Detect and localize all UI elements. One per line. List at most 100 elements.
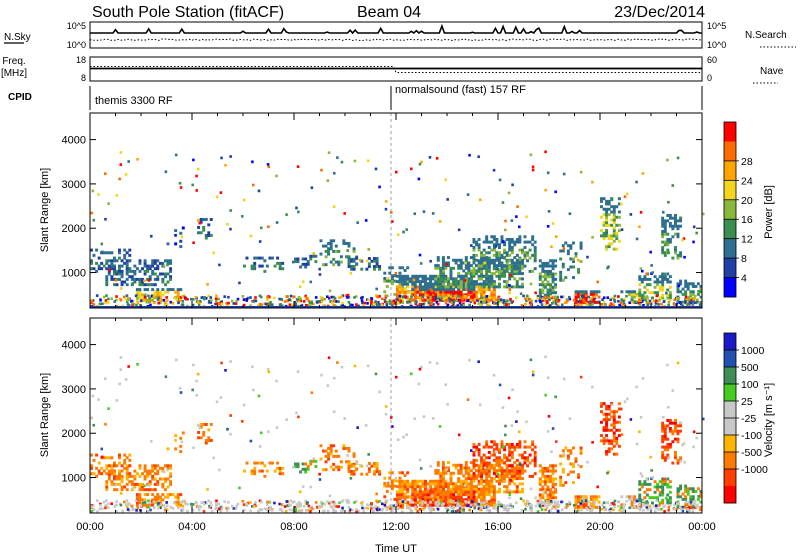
velocity-cell (318, 505, 321, 508)
power-cell (668, 224, 672, 228)
velocity-cell (681, 492, 685, 496)
velocity-cell (575, 510, 579, 513)
velocity-cell (418, 485, 422, 489)
power-cell (135, 290, 139, 294)
power-cell (447, 288, 450, 292)
power-cell (150, 234, 153, 238)
power-cell (113, 259, 116, 263)
velocity-cell (513, 472, 517, 476)
power-cell (480, 288, 484, 292)
power-cell (306, 260, 310, 264)
velocity-cell (235, 504, 238, 508)
velocity-cell (452, 463, 456, 467)
velocity-cell (158, 495, 162, 499)
velocity-cell (352, 462, 356, 466)
velocity-cell (141, 488, 144, 492)
power-cell (467, 290, 471, 294)
velocity-cell (523, 456, 527, 460)
power-cell (406, 282, 410, 286)
power-cell (526, 251, 530, 255)
power-cell (684, 300, 687, 304)
power-cell (546, 171, 550, 175)
power-cell (413, 288, 417, 292)
velocity-cell (434, 469, 438, 473)
power-cell (587, 295, 591, 299)
velocity-cell (403, 495, 407, 499)
power-cell (605, 218, 609, 222)
velocity-cell (105, 499, 108, 502)
velocity-cell (635, 497, 639, 501)
velocity-cell (470, 449, 473, 452)
velocity-cell (431, 417, 435, 420)
velocity-cell (544, 508, 547, 511)
velocity-cell (174, 495, 178, 499)
velocity-cell (574, 457, 578, 461)
power-cell (153, 261, 157, 265)
power-cell (645, 277, 649, 281)
power-cell (146, 283, 150, 287)
velocity-cell (161, 482, 165, 486)
velocity-cell (378, 472, 382, 476)
velocity-cell (457, 469, 461, 473)
velocity-cell (485, 493, 489, 497)
power-cell (572, 241, 575, 245)
velocity-cell (373, 464, 376, 468)
velocity-cell (518, 477, 522, 481)
power-cell (593, 295, 596, 299)
velocity-cell (523, 440, 527, 444)
power-cell (138, 280, 142, 284)
power-cell (153, 296, 157, 299)
power-cell (533, 253, 537, 257)
velocity-cell (648, 482, 652, 486)
velocity-cell (662, 415, 665, 419)
velocity-cell (403, 493, 407, 497)
velocity-cell (454, 485, 458, 489)
velocity-cell (539, 500, 542, 504)
velocity-cell (421, 482, 425, 486)
power-cell (490, 277, 494, 281)
velocity-cell (446, 403, 449, 406)
velocity-cell (612, 436, 616, 440)
power-cell (467, 288, 471, 292)
power-cell (498, 282, 501, 286)
power-cell (574, 254, 578, 258)
power-cell (492, 238, 496, 241)
power-cell (684, 290, 688, 294)
power-cell (353, 296, 356, 299)
velocity-cell (113, 464, 116, 468)
velocity-cell (520, 509, 524, 512)
velocity-cell (464, 463, 468, 467)
velocity-cell (120, 464, 124, 468)
velocity-cell (332, 509, 335, 513)
velocity-cell (452, 499, 455, 503)
velocity-cell (638, 500, 642, 504)
velocity-cell (628, 495, 632, 499)
velocity-cell (658, 485, 662, 489)
velocity-cell (602, 506, 606, 509)
power-cell (441, 264, 445, 268)
power-cell (554, 277, 558, 281)
velocity-cell (663, 480, 667, 484)
velocity-cell (156, 503, 160, 507)
velocity-cell (135, 503, 139, 507)
power-cell (561, 249, 565, 253)
velocity-cell (312, 507, 315, 511)
power-cell (518, 277, 522, 281)
velocity-cell (538, 480, 542, 484)
velocity-cell (414, 507, 418, 511)
power-cell (334, 260, 338, 264)
power-cell (605, 247, 609, 251)
velocity-cell (522, 499, 525, 503)
power-cell (671, 256, 675, 260)
power-cell (312, 252, 316, 255)
velocity-cell (110, 480, 114, 484)
power-cell (507, 191, 511, 195)
velocity-cell (148, 482, 152, 486)
velocity-cell (676, 440, 680, 444)
velocity-cell (459, 466, 463, 470)
power-cell (602, 231, 606, 235)
power-cell (411, 280, 415, 284)
velocity-cell (676, 432, 680, 436)
power-cell (486, 303, 489, 307)
velocity-cell (118, 456, 121, 460)
